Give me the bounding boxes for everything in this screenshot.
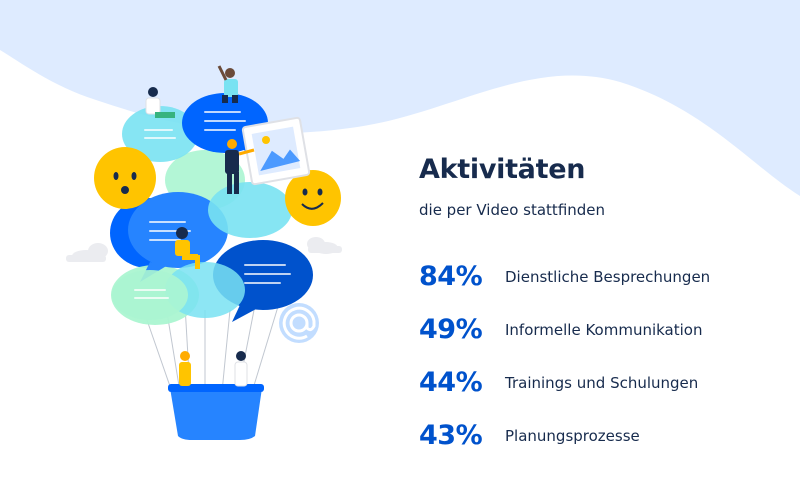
text-panel: Aktivitäten die per Video stattfinden — [419, 150, 789, 220]
balloon-basket — [168, 351, 264, 440]
stat-value: 44% — [419, 367, 483, 398]
stat-label: Informelle Kommunikation — [505, 320, 703, 339]
subhead: die per Video stattfinden — [419, 201, 606, 219]
cloud-icon — [66, 243, 108, 262]
headline: Aktivitäten — [419, 154, 586, 185]
stat-row: 84% Dienstliche Besprechungen — [419, 250, 789, 303]
stat-row: 49% Informelle Kommunikation — [419, 303, 789, 356]
stat-label: Dienstliche Besprechungen — [505, 267, 711, 286]
stat-label: Trainings und Schulungen — [505, 373, 699, 392]
cloud-icon — [307, 237, 342, 254]
at-sign-icon — [279, 303, 319, 343]
person-figure — [175, 227, 200, 269]
image-frame-icon — [241, 116, 311, 186]
person-figure — [225, 139, 255, 194]
smiley-face-icon — [285, 170, 341, 226]
person-figure — [217, 65, 238, 103]
stats-list: 84% Dienstliche Besprechungen 49% Inform… — [419, 250, 789, 462]
person-figure — [145, 87, 175, 118]
stat-row: 43% Planungsprozesse — [419, 409, 789, 462]
stat-value: 49% — [419, 314, 483, 345]
stat-row: 44% Trainings und Schulungen — [419, 356, 789, 409]
stat-value: 84% — [419, 261, 483, 292]
stat-value: 43% — [419, 420, 483, 451]
smiley-face-icon — [94, 147, 156, 209]
stat-label: Planungsprozesse — [505, 426, 640, 445]
